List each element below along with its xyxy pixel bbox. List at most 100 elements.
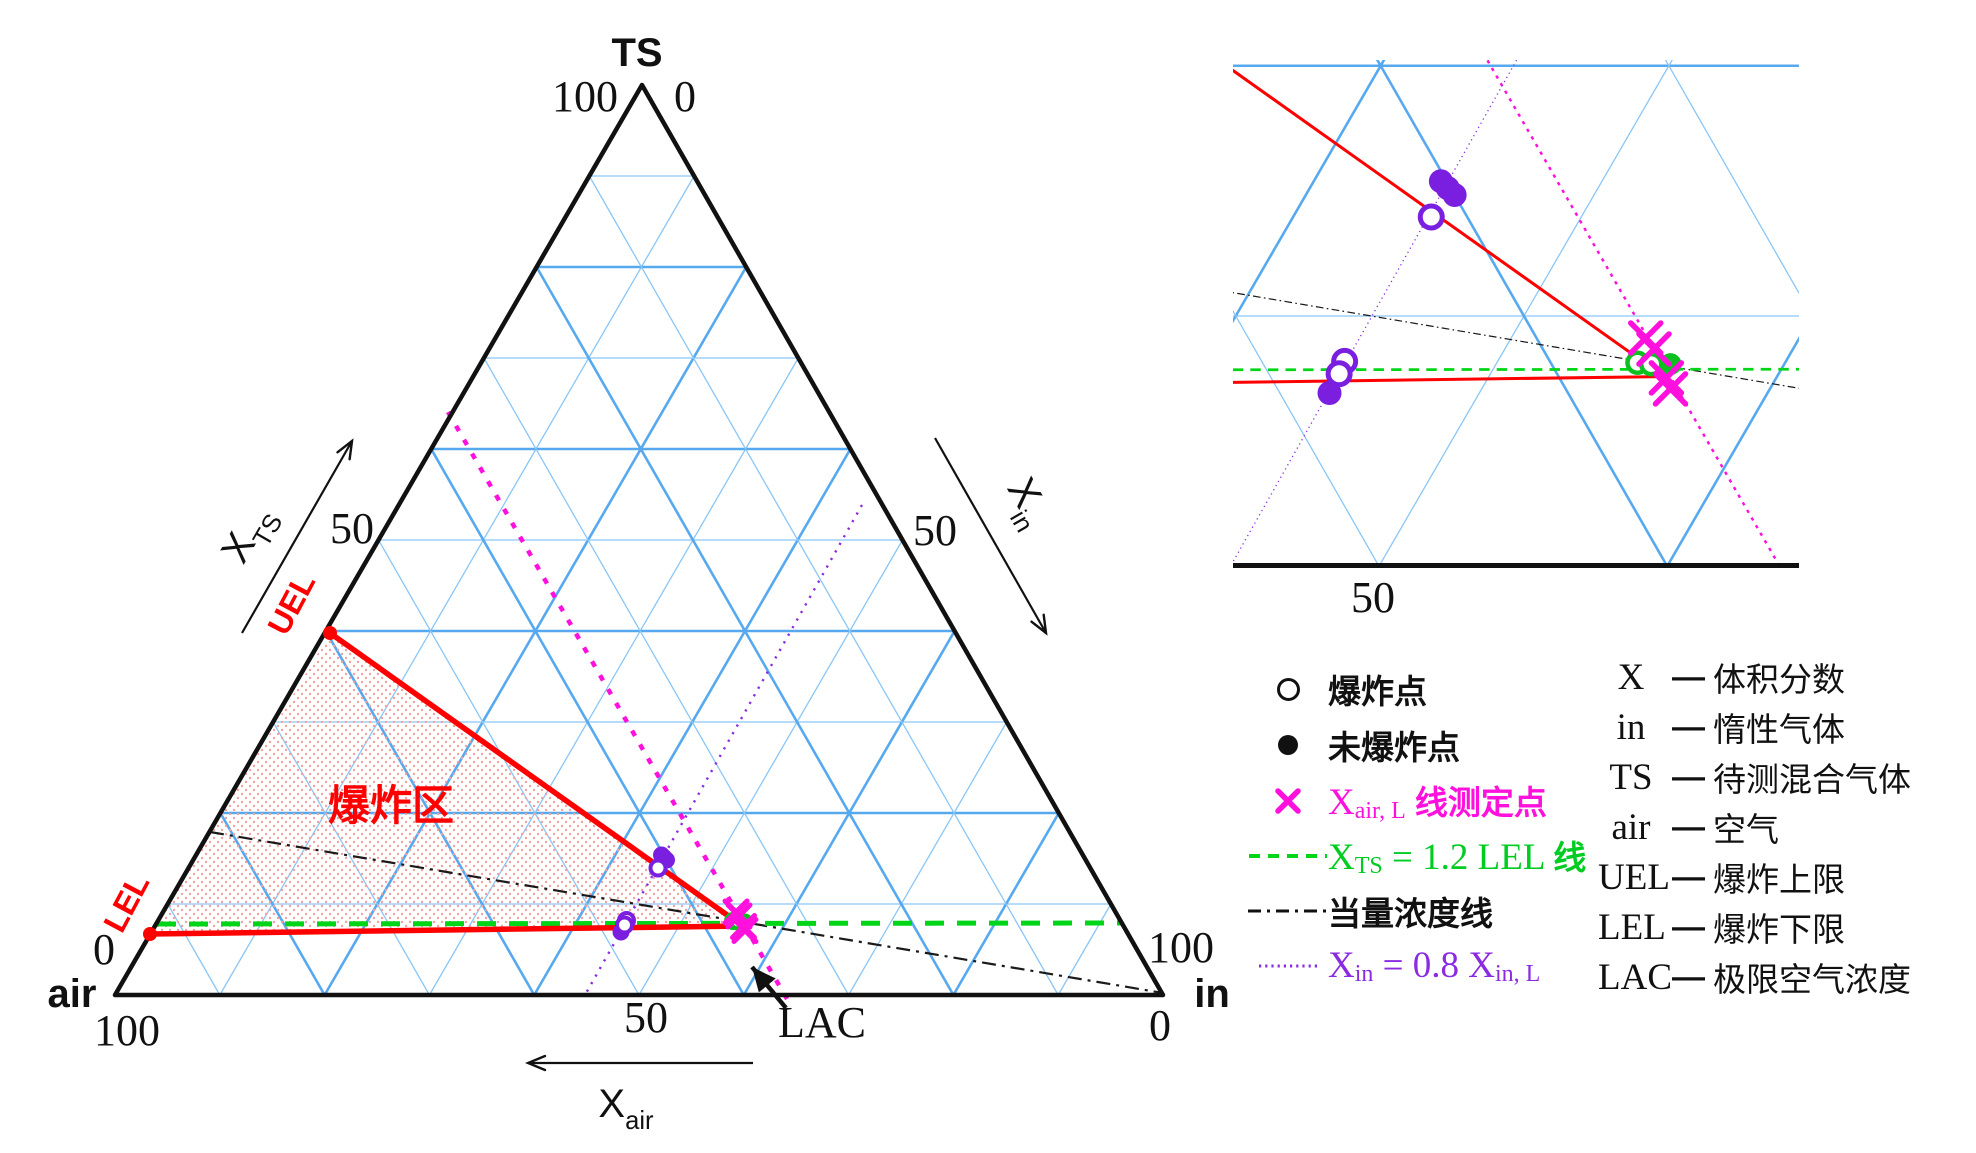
tick-top-0: 0 (674, 72, 696, 121)
triangle-border (112, 82, 1166, 998)
legend-label-segment: TS (1354, 853, 1383, 880)
legend-def-air: air — 空气 (1598, 802, 1779, 852)
legend-dash: — (1672, 708, 1705, 745)
lac-arrow (750, 965, 788, 1010)
tick-top-100: 100 (552, 72, 618, 121)
axis-label-xair: Xair (598, 1082, 654, 1135)
label-lac: LAC (778, 998, 866, 1047)
legend-label-segment: = 0.8 X (1373, 944, 1495, 986)
inset-magnified-view (1233, 60, 1799, 564)
xair-l-measured-marker (1636, 331, 1672, 367)
legend-label-segment: air, L (1354, 798, 1406, 825)
uel-line (1233, 68, 1669, 381)
legend-dash: — (1672, 958, 1705, 995)
equivalent-concentration-line (1233, 292, 1799, 389)
legend-label-segment: 线测定点 (1405, 784, 1547, 822)
vertex-label-in: in (1194, 972, 1230, 1016)
exploded-point-marker (1325, 360, 1353, 388)
grid-line (1667, 336, 1799, 564)
grid-line (1375, 60, 1668, 564)
legend-def-in: in — 惰性气体 (1598, 702, 1845, 752)
legend-label-segment: X (1328, 837, 1355, 879)
unexploded-point-marker (1317, 381, 1342, 405)
grid-line (848, 721, 1008, 996)
legend-def-LAC: LAC — 极限空气浓度 (1598, 952, 1911, 1002)
xts-axis-arrow (241, 441, 352, 634)
legend-swatch-open-circle (1248, 677, 1328, 701)
legend-abbr: TS (1609, 756, 1653, 798)
legend-definition: 空气 (1713, 811, 1779, 848)
x-mark-path (1275, 788, 1301, 814)
legend-item-xair-l-measured-point: Xair, L 线测定点 (1248, 775, 1547, 827)
legend-item-explosion-point: 爆炸点 (1248, 663, 1427, 715)
legend-swatch-x-mark (1248, 786, 1328, 816)
grid-line (1233, 309, 1379, 564)
legend-label-segment: 线 (1553, 839, 1587, 877)
legend-definition: 极限空气浓度 (1713, 961, 1911, 998)
legend-def-TS: TS — 待测混合气体 (1598, 752, 1911, 802)
legend-def-LEL: LEL — 爆炸下限 (1598, 902, 1845, 952)
tick-right-50: 50 (913, 506, 957, 555)
explosion-zone-shading (150, 633, 744, 934)
legend-definition: 惰性气体 (1713, 711, 1845, 748)
legend-label-segment: in (1354, 961, 1374, 988)
grid-line (1057, 903, 1112, 996)
vertex-label-ts: TS (611, 31, 662, 75)
legend-item-xts-1p2-lel-line: XTS = 1.2 LEL 线 (1248, 830, 1586, 882)
lel-line-endpoint-dot (143, 927, 157, 941)
legend-dash: — (1672, 658, 1705, 695)
lel-line (149, 923, 745, 937)
legend-label-segment: in, L (1495, 961, 1541, 988)
legend-swatch-line (1248, 850, 1328, 862)
tick-right-0: 0 (1149, 1001, 1171, 1050)
grid-line (1664, 60, 1799, 295)
legend-label-segment: X (1328, 944, 1355, 986)
tick-left-0: 0 (93, 925, 115, 974)
legend-swatch-line (1248, 960, 1328, 972)
legend-definition: 爆炸上限 (1713, 861, 1845, 898)
main-ternary-plot (112, 82, 1166, 1001)
legend-label-segment: = 1.2 LEL (1382, 837, 1554, 879)
legend-definition: 爆炸下限 (1713, 911, 1845, 948)
exploded-point-marker (1417, 203, 1445, 231)
legend-item-label: Xin = 0.8 Xin, L (1328, 944, 1540, 988)
legend-item-label: XTS = 1.2 LEL 线 (1328, 831, 1586, 880)
uel-line-endpoint-dot (323, 626, 337, 640)
legend-label-segment: 爆炸点 (1328, 673, 1427, 710)
legend-item-non-explosion-point: 未爆炸点 (1248, 719, 1460, 771)
line-style-icon (1259, 964, 1317, 968)
tick-left-100: 100 (94, 1006, 160, 1055)
legend-definition: 体积分数 (1713, 661, 1845, 698)
xair-l-measurement-line (446, 410, 789, 1001)
legend-swatch-filled-circle (1248, 735, 1328, 755)
uel-line (328, 630, 746, 930)
vertex-label-air: air (48, 972, 97, 1016)
legend-item-xin-0p8-xinl-line: Xin = 0.8 Xin, L (1248, 940, 1540, 992)
legend-abbr: UEL (1598, 856, 1670, 898)
filled-circle-icon (1278, 735, 1298, 755)
legend-dash: — (1672, 858, 1705, 895)
line-style-icon (1248, 909, 1328, 913)
legend-abbr: air (1611, 806, 1651, 848)
legend-item-label: Xair, L 线测定点 (1328, 776, 1547, 825)
legend-item-label: 爆炸点 (1328, 665, 1427, 713)
xair-l-measured-marker (1652, 371, 1689, 407)
label-explosion-zone: 爆炸区 (328, 782, 454, 829)
legend-dash: — (1672, 758, 1705, 795)
xts-equals-1p2-lel-line (1233, 367, 1799, 372)
legend-swatch-line (1248, 905, 1328, 917)
tick-left-50: 50 (330, 504, 374, 553)
legend-dash: — (1672, 808, 1705, 845)
tick-bottom-50: 50 (624, 993, 668, 1042)
legend-abbr: LAC (1598, 956, 1672, 998)
legend-item-label: 未爆炸点 (1328, 721, 1460, 769)
open-circle-icon (1276, 677, 1300, 701)
legend-label-segment: X (1328, 782, 1355, 824)
exploded-point-marker (615, 915, 634, 935)
legend-def-X: X — 体积分数 (1598, 652, 1845, 702)
tick-inset-50: 50 (1351, 573, 1395, 622)
legend-item-label: 当量浓度线 (1328, 887, 1493, 935)
